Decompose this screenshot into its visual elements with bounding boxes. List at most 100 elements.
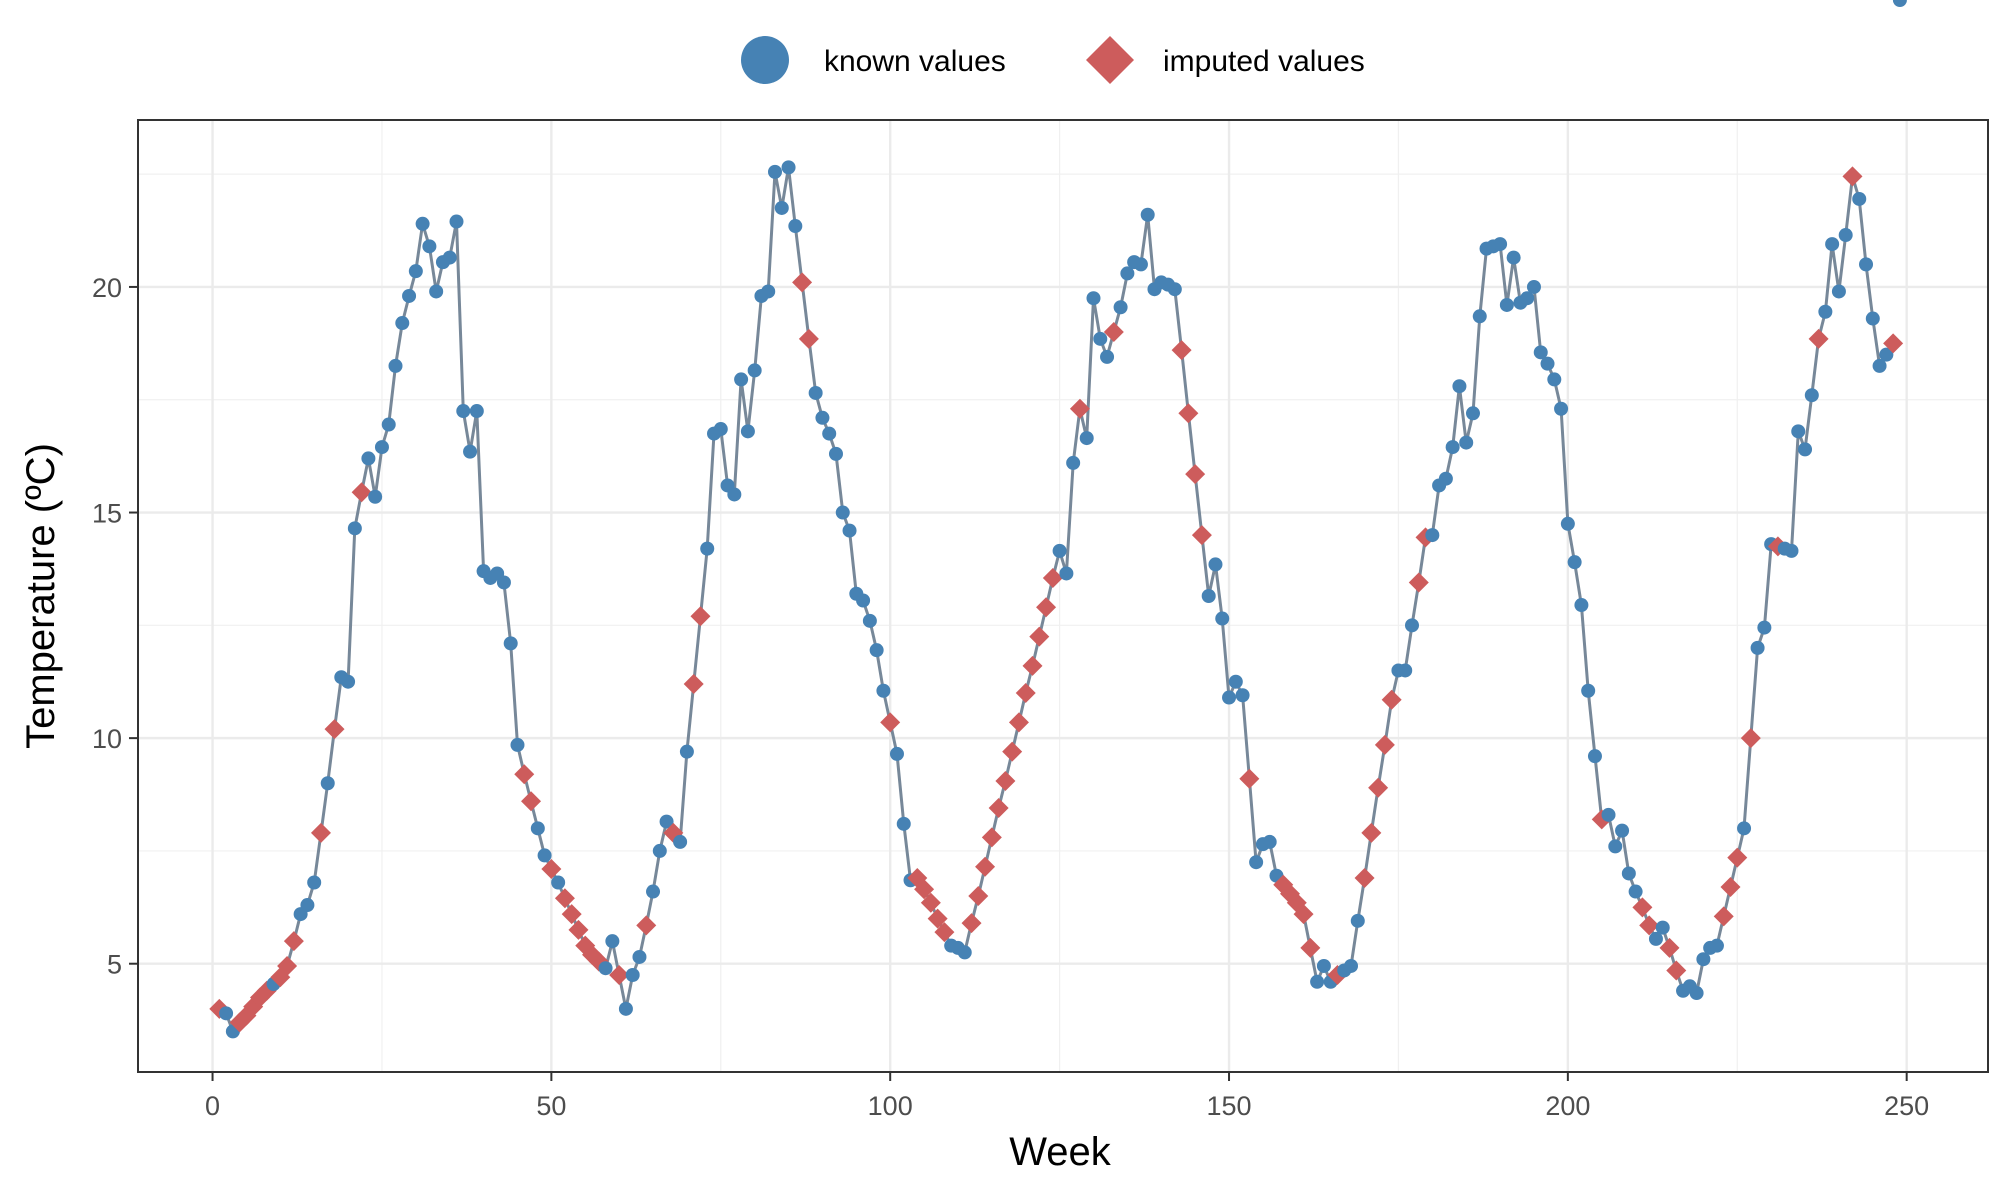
- known-point: [1228, 674, 1243, 689]
- known-point: [652, 843, 667, 858]
- known-point: [408, 264, 423, 279]
- imputed-point: [561, 904, 582, 925]
- imputed-point: [1632, 897, 1653, 918]
- imputed-point: [1191, 525, 1212, 546]
- known-point: [1113, 300, 1128, 315]
- known-point: [1655, 920, 1670, 935]
- imputed-point: [1239, 768, 1260, 789]
- known-point: [673, 834, 688, 849]
- imputed-point: [1178, 403, 1199, 424]
- known-point: [503, 636, 518, 651]
- known-point: [788, 219, 803, 234]
- known-point: [889, 746, 904, 761]
- known-point: [1506, 250, 1521, 265]
- known-point: [808, 385, 823, 400]
- known-point: [1059, 566, 1074, 581]
- imputed-point: [521, 791, 542, 812]
- known-point: [1587, 749, 1602, 764]
- known-point: [429, 284, 444, 299]
- known-point: [646, 884, 661, 899]
- imputed-point: [981, 827, 1002, 848]
- known-point: [957, 945, 972, 960]
- y-tick-label: 10: [92, 724, 122, 754]
- known-point: [1798, 442, 1813, 457]
- imputed-point: [690, 606, 711, 627]
- known-point: [727, 487, 742, 502]
- known-point: [496, 575, 511, 590]
- known-point: [551, 875, 566, 890]
- imputed-point: [961, 913, 982, 934]
- legend: known values imputed values: [741, 36, 1365, 84]
- known-point: [1825, 237, 1840, 252]
- imputed-point: [1002, 741, 1023, 762]
- known-point: [1581, 683, 1596, 698]
- known-point: [347, 521, 362, 536]
- known-point: [828, 446, 843, 461]
- legend-known-label: known values: [824, 45, 1006, 78]
- known-point: [1100, 349, 1115, 364]
- imputed-point: [1015, 683, 1036, 704]
- grid-lines: [138, 120, 1988, 1072]
- known-point: [381, 417, 396, 432]
- known-point: [856, 593, 871, 608]
- known-point: [1052, 543, 1067, 558]
- known-point: [530, 821, 545, 836]
- known-point: [1892, 0, 1907, 7]
- known-point: [774, 200, 789, 215]
- imputed-point: [1171, 340, 1192, 361]
- known-point: [1621, 866, 1636, 881]
- imputed-point: [310, 822, 331, 843]
- known-point: [1628, 884, 1643, 899]
- known-point: [747, 363, 762, 378]
- imputed-point: [914, 879, 935, 900]
- legend-imputed-marker: [1086, 36, 1134, 84]
- known-point: [1574, 598, 1589, 613]
- known-point: [1554, 401, 1569, 416]
- known-point: [1310, 974, 1325, 989]
- imputed-point: [1659, 937, 1680, 958]
- known-point: [1201, 589, 1216, 603]
- known-point: [415, 216, 430, 231]
- imputed-point: [1354, 867, 1375, 888]
- known-point: [1560, 516, 1575, 531]
- known-point: [1167, 282, 1182, 297]
- imputed-point: [1720, 877, 1741, 898]
- imputed-point: [514, 764, 535, 785]
- known-point: [374, 440, 389, 455]
- known-point: [300, 898, 315, 913]
- y-axis-title: Temperature (ºC): [19, 443, 63, 749]
- imputed-point: [975, 856, 996, 877]
- known-point: [1459, 435, 1474, 450]
- known-point: [1601, 807, 1616, 822]
- known-point: [320, 776, 335, 791]
- imputed-point: [995, 770, 1016, 791]
- imputed-point: [988, 798, 1009, 819]
- known-point: [1696, 952, 1711, 967]
- known-point: [395, 316, 410, 331]
- known-point: [1540, 356, 1555, 371]
- legend-imputed-label: imputed values: [1163, 45, 1365, 78]
- imputed-point: [1293, 904, 1314, 925]
- imputed-point: [541, 858, 562, 879]
- known-point: [1472, 309, 1487, 324]
- known-point: [740, 424, 755, 439]
- imputed-point: [554, 888, 575, 909]
- known-point: [876, 683, 891, 698]
- imputed-point: [568, 919, 589, 940]
- imputed-point: [1022, 655, 1043, 676]
- known-point: [1222, 690, 1237, 705]
- known-point: [402, 288, 417, 303]
- known-point: [1215, 611, 1230, 626]
- known-point: [1737, 821, 1752, 836]
- known-point: [469, 404, 484, 419]
- known-point: [1344, 958, 1359, 973]
- known-point: [1689, 986, 1704, 1001]
- known-point: [422, 239, 437, 254]
- known-point: [537, 848, 552, 863]
- known-point: [1648, 931, 1663, 946]
- x-tick-label: 50: [536, 1091, 566, 1121]
- known-point: [1547, 372, 1562, 387]
- known-point: [605, 934, 620, 949]
- plot-border: [137, 119, 1989, 1073]
- imputed-point: [920, 892, 941, 913]
